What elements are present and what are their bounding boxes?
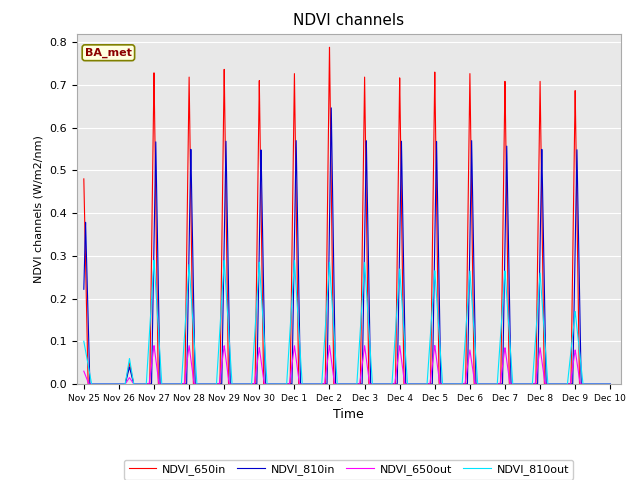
- NDVI_650in: [579, 381, 586, 387]
- NDVI_810out: [579, 377, 586, 383]
- NDVI_810out: [150, 257, 158, 263]
- NDVI_810in: [328, 105, 335, 111]
- NDVI_810in: [607, 381, 614, 387]
- Line: NDVI_810out: NDVI_810out: [84, 260, 611, 384]
- NDVI_650out: [111, 381, 119, 387]
- NDVI_650out: [85, 381, 93, 387]
- NDVI_650in: [83, 291, 90, 297]
- Legend: NDVI_650in, NDVI_810in, NDVI_650out, NDVI_810out: NDVI_650in, NDVI_810in, NDVI_650out, NDV…: [124, 460, 573, 480]
- Line: NDVI_810in: NDVI_810in: [84, 108, 611, 384]
- NDVI_810in: [337, 381, 345, 387]
- NDVI_810out: [88, 381, 95, 387]
- NDVI_810out: [183, 292, 191, 298]
- NDVI_650out: [431, 343, 438, 348]
- NDVI_650out: [102, 381, 109, 387]
- NDVI_650out: [183, 359, 191, 364]
- NDVI_650out: [579, 381, 586, 387]
- Title: NDVI channels: NDVI channels: [293, 13, 404, 28]
- NDVI_810in: [80, 287, 88, 292]
- X-axis label: Time: Time: [333, 408, 364, 421]
- NDVI_650out: [83, 374, 90, 380]
- NDVI_810out: [607, 381, 614, 387]
- NDVI_650in: [84, 381, 92, 387]
- Line: NDVI_650in: NDVI_650in: [84, 47, 611, 384]
- NDVI_810in: [86, 381, 93, 387]
- NDVI_810in: [83, 242, 90, 248]
- NDVI_810out: [80, 338, 88, 344]
- NDVI_810in: [111, 381, 119, 387]
- NDVI_810in: [183, 358, 191, 364]
- NDVI_650in: [326, 44, 333, 50]
- NDVI_810out: [83, 351, 90, 357]
- NDVI_810out: [102, 381, 109, 387]
- NDVI_810out: [337, 381, 345, 387]
- NDVI_650in: [183, 223, 191, 228]
- NDVI_650out: [607, 381, 614, 387]
- NDVI_810out: [111, 381, 119, 387]
- NDVI_650in: [80, 176, 88, 182]
- NDVI_650out: [337, 381, 345, 387]
- NDVI_650out: [80, 368, 88, 374]
- NDVI_650in: [102, 381, 109, 387]
- NDVI_810in: [579, 381, 586, 387]
- Text: BA_met: BA_met: [85, 48, 132, 58]
- Line: NDVI_650out: NDVI_650out: [84, 346, 611, 384]
- Y-axis label: NDVI channels (W/m2/nm): NDVI channels (W/m2/nm): [34, 135, 44, 283]
- NDVI_650in: [607, 381, 614, 387]
- NDVI_650in: [337, 381, 345, 387]
- NDVI_650in: [111, 381, 119, 387]
- NDVI_810in: [102, 381, 109, 387]
